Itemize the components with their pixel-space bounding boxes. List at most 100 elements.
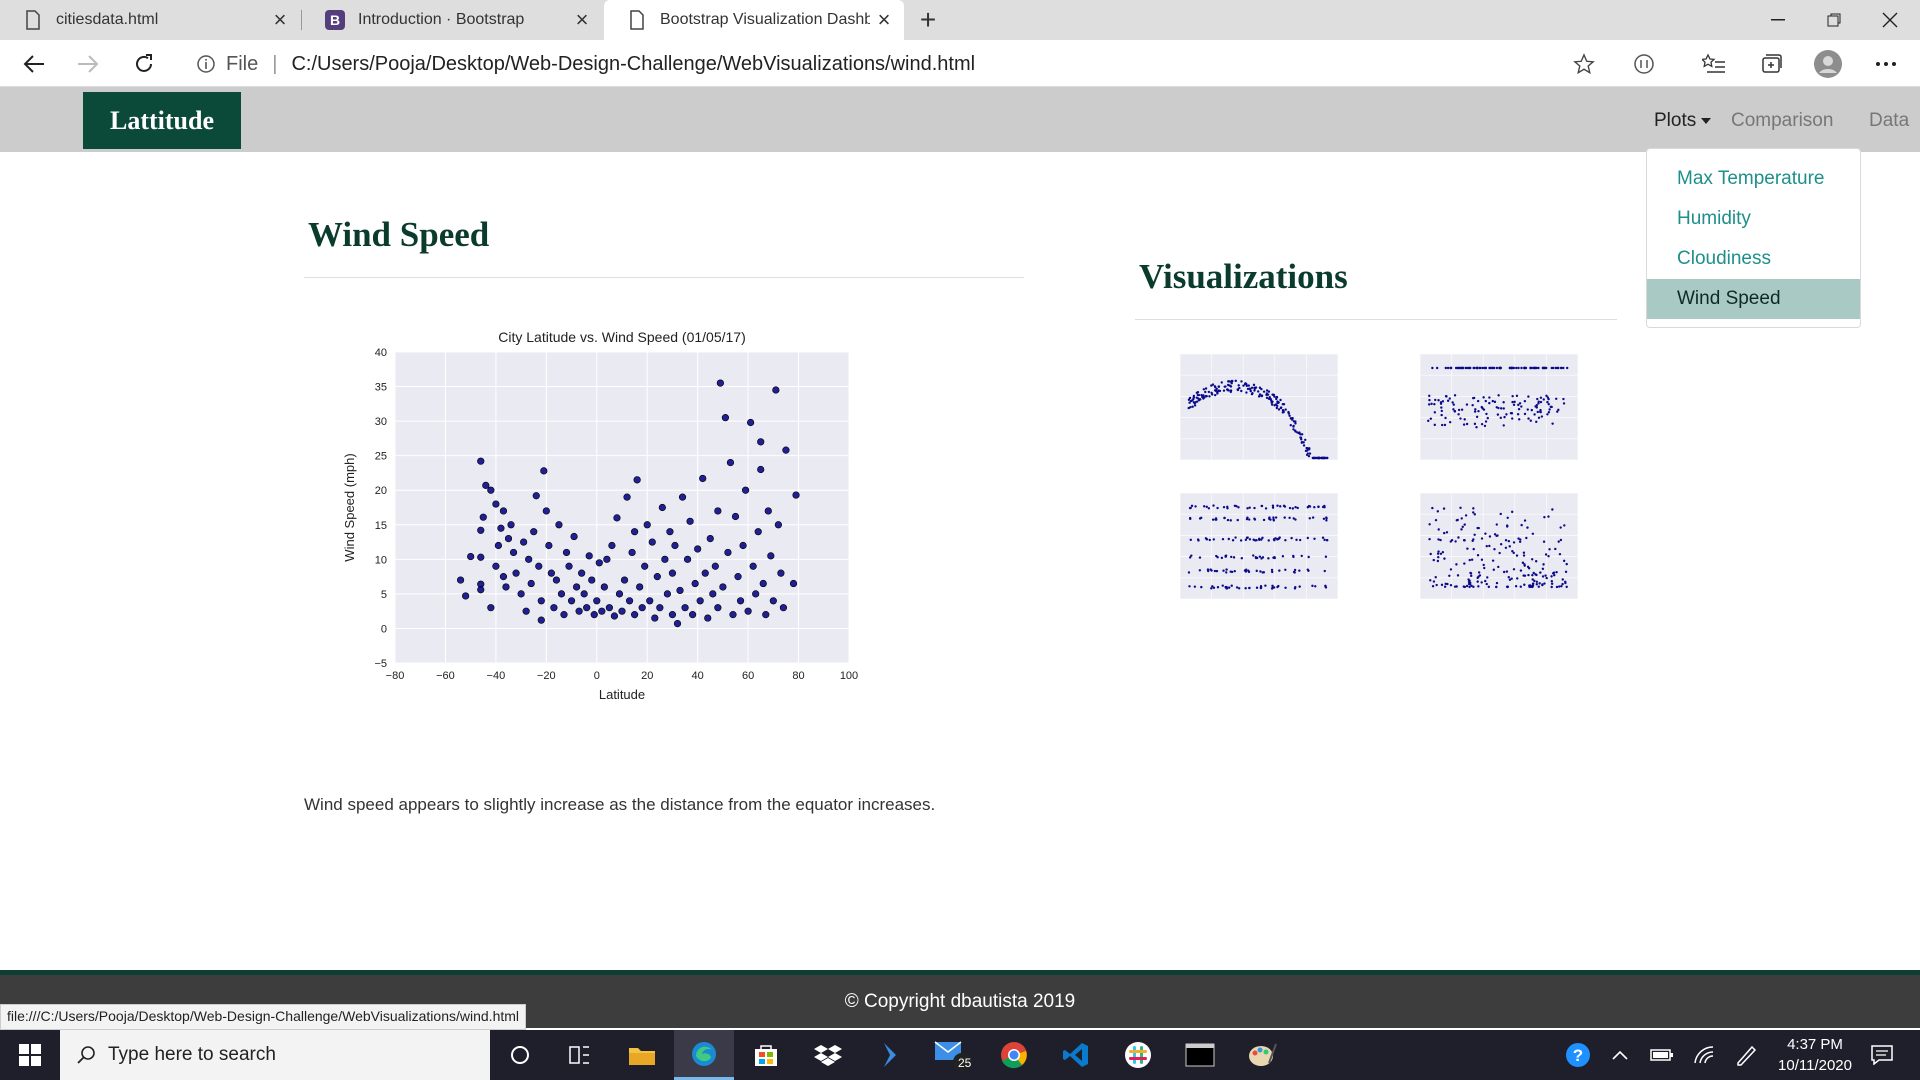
- dropbox-icon[interactable]: [798, 1030, 858, 1080]
- close-tab-icon[interactable]: ×: [877, 7, 891, 32]
- reader-mode-icon[interactable]: [1624, 44, 1664, 84]
- thumb-data-point: [1456, 574, 1460, 577]
- thumb-data-point: [1317, 505, 1320, 508]
- thumb-data-point: [1188, 396, 1192, 400]
- minimize-button[interactable]: [1750, 0, 1806, 40]
- thumb-data-point: [1276, 400, 1279, 403]
- tab-dashboard[interactable]: Bootstrap Visualization Dashboa ×: [604, 0, 904, 40]
- edge-browser-icon[interactable]: [674, 1030, 734, 1080]
- data-point: [504, 535, 513, 543]
- close-tab-icon[interactable]: ×: [273, 7, 287, 32]
- vscode-icon[interactable]: [1046, 1030, 1106, 1080]
- tab-citiesdata[interactable]: citiesdata.html ×: [0, 0, 300, 40]
- data-point: [678, 493, 687, 501]
- url-box[interactable]: File | C:/Users/Pooja/Desktop/Web-Design…: [178, 46, 1588, 82]
- thumb-data-point: [1298, 569, 1301, 572]
- data-point: [706, 535, 714, 543]
- thumb-data-point: [1283, 516, 1286, 519]
- start-button[interactable]: [0, 1030, 60, 1080]
- taskbar-search-box[interactable]: Type here to search: [60, 1030, 490, 1080]
- nav-plots-dropdown[interactable]: Plots: [1654, 110, 1712, 132]
- paint-icon[interactable]: [1232, 1030, 1292, 1080]
- favorites-list-icon[interactable]: [1694, 44, 1734, 84]
- thumb-data-point: [1535, 366, 1538, 370]
- restore-button[interactable]: [1806, 0, 1862, 40]
- nav-comparison[interactable]: Comparison: [1731, 110, 1834, 131]
- favorite-star-icon[interactable]: [1564, 44, 1604, 84]
- thumbnail-cloudiness[interactable]: [1164, 487, 1344, 609]
- thumb-data-point: [1276, 504, 1279, 507]
- thumb-data-point: [1262, 390, 1266, 393]
- url-text[interactable]: C:/Users/Pooja/Desktop/Web-Design-Challe…: [291, 52, 976, 75]
- more-options-icon[interactable]: [1866, 44, 1906, 84]
- system-clock[interactable]: 4:37 PM 10/11/2020: [1770, 1034, 1860, 1076]
- mail-icon[interactable]: 25: [922, 1030, 982, 1080]
- power-automate-icon[interactable]: [860, 1030, 920, 1080]
- thumb-data-point: [1535, 580, 1539, 583]
- chrome-icon[interactable]: [984, 1030, 1044, 1080]
- file-explorer-icon[interactable]: [612, 1030, 672, 1080]
- close-window-button[interactable]: [1862, 0, 1918, 40]
- pen-workspace-icon[interactable]: [1724, 1030, 1768, 1080]
- wifi-icon[interactable]: [1682, 1030, 1726, 1080]
- thumb-data-point: [1529, 366, 1532, 370]
- thumb-data-point: [1548, 408, 1551, 411]
- brand-logo[interactable]: Lattitude: [83, 92, 241, 149]
- thumb-data-point: [1431, 366, 1434, 370]
- close-tab-icon[interactable]: ×: [575, 7, 589, 32]
- thumb-data-point: [1239, 539, 1243, 542]
- thumb-data-point: [1517, 407, 1521, 411]
- thumbnail-wind-speed[interactable]: [1404, 487, 1584, 609]
- task-view-icon[interactable]: [550, 1030, 610, 1080]
- data-point: [570, 532, 578, 541]
- notifications-icon[interactable]: [1852, 1030, 1912, 1080]
- y-tick-label: 40: [375, 347, 387, 359]
- forward-button[interactable]: [68, 44, 108, 84]
- show-hidden-icons-chevron-icon[interactable]: [1598, 1030, 1642, 1080]
- thumb-data-point: [1434, 398, 1437, 402]
- data-point: [759, 579, 767, 588]
- thumb-data-point: [1193, 404, 1197, 407]
- thumb-data-point: [1512, 403, 1516, 407]
- new-tab-button[interactable]: +: [919, 4, 937, 35]
- slack-icon[interactable]: [1108, 1030, 1168, 1080]
- collections-icon[interactable]: [1751, 44, 1791, 84]
- data-point: [477, 526, 485, 534]
- refresh-button[interactable]: [124, 44, 164, 84]
- data-point: [757, 465, 765, 474]
- thumb-data-point: [1298, 538, 1302, 542]
- tab-bootstrap-intro[interactable]: B Introduction · Bootstrap ×: [302, 0, 602, 40]
- cortana-icon[interactable]: [490, 1030, 550, 1080]
- dropdown-item-wind-speed[interactable]: Wind Speed: [1647, 279, 1860, 319]
- help-icon[interactable]: ?: [1548, 1030, 1608, 1080]
- thumb-data-point: [1512, 551, 1515, 555]
- thumb-data-point: [1428, 394, 1431, 398]
- thumb-data-point: [1244, 538, 1248, 542]
- thumb-data-point: [1294, 420, 1297, 423]
- thumb-data-point: [1439, 552, 1443, 556]
- x-axis-label: Latitude: [599, 687, 645, 702]
- thumb-data-point: [1213, 569, 1217, 573]
- thumb-data-point: [1550, 582, 1554, 585]
- data-point: [754, 528, 762, 536]
- thumbnail-max-temperature[interactable]: [1164, 348, 1344, 470]
- thumb-data-point: [1557, 366, 1560, 370]
- profile-avatar[interactable]: [1808, 44, 1848, 84]
- thumb-data-point: [1279, 406, 1283, 410]
- thumb-data-point: [1465, 403, 1469, 406]
- dropdown-item-humidity[interactable]: Humidity: [1677, 208, 1751, 229]
- thumb-data-point: [1452, 408, 1455, 411]
- thumbnail-humidity[interactable]: [1404, 348, 1584, 470]
- store-icon[interactable]: [736, 1030, 796, 1080]
- back-button[interactable]: [14, 44, 54, 84]
- terminal-icon[interactable]: [1170, 1030, 1230, 1080]
- data-point: [547, 569, 555, 577]
- thumb-data-point: [1245, 536, 1249, 540]
- dropdown-item-cloudiness[interactable]: Cloudiness: [1677, 248, 1771, 269]
- thumb-data-point: [1546, 413, 1549, 416]
- dropdown-item-max-temperature[interactable]: Max Temperature: [1677, 168, 1825, 189]
- thumb-data-point: [1468, 558, 1471, 562]
- data-point: [605, 604, 613, 612]
- battery-icon[interactable]: [1640, 1030, 1684, 1080]
- nav-data[interactable]: Data: [1869, 110, 1910, 131]
